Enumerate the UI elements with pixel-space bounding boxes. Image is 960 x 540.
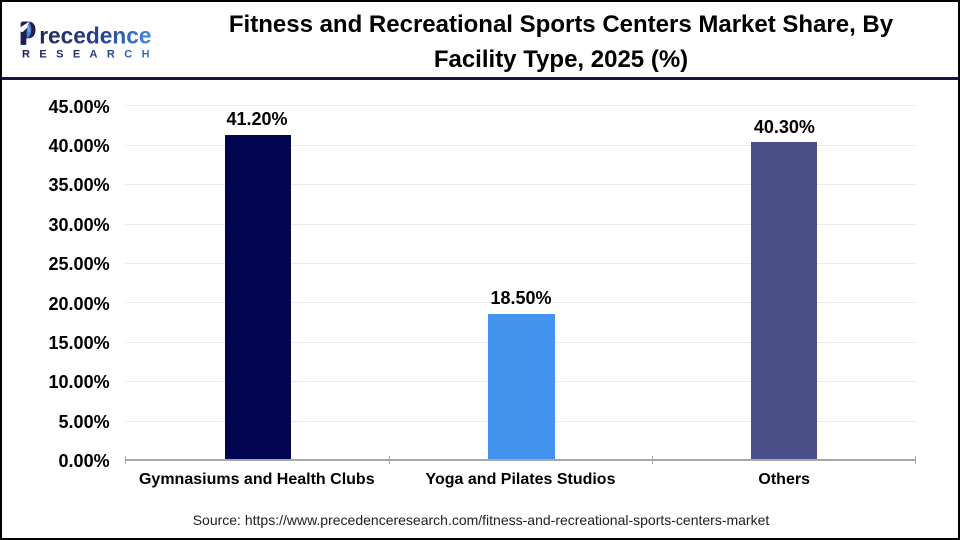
- svg-text:RESEARCH: RESEARCH: [22, 49, 156, 61]
- svg-text:recedence: recedence: [39, 23, 151, 49]
